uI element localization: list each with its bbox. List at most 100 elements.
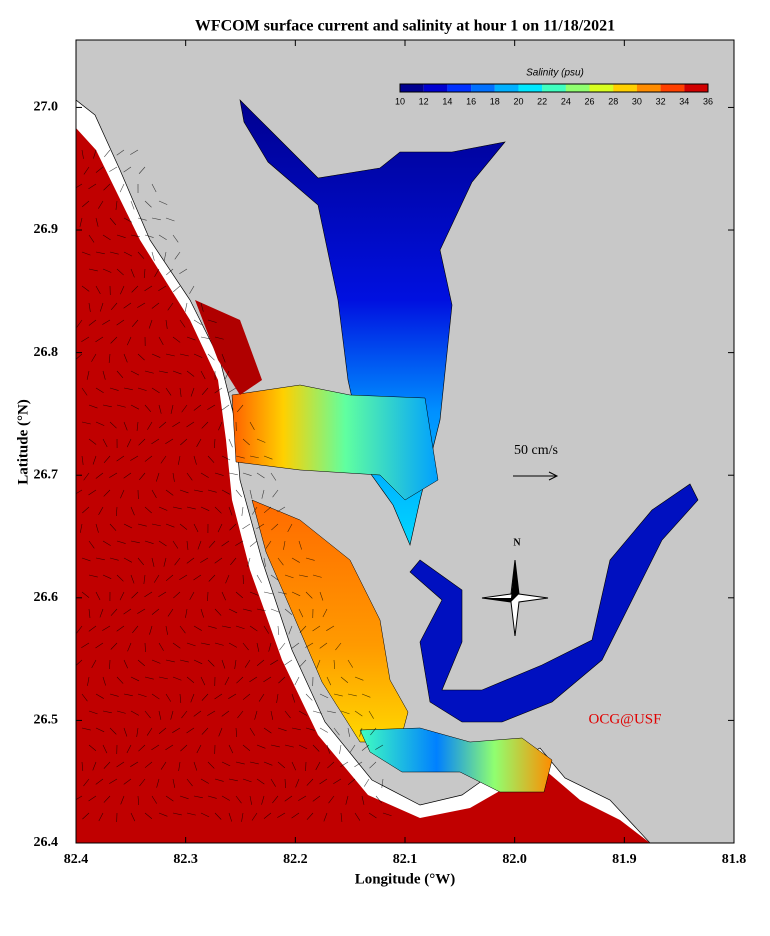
current-vector [237,710,244,719]
current-vector [368,710,374,719]
current-vector [256,574,262,583]
current-vector [312,795,321,802]
colorbar-segment [471,84,495,92]
current-vector [170,404,174,414]
current-vector [88,540,95,549]
current-vector [95,557,105,561]
current-vector [270,574,279,581]
current-vector [102,574,112,579]
current-vector [95,421,105,426]
current-vector [284,710,291,719]
current-vector [200,557,209,563]
current-vector [339,744,342,754]
current-vector [116,710,126,714]
current-vector [86,370,90,380]
current-vector [116,149,125,156]
colorbar-title: Salinity (psu) [526,68,584,79]
current-vector [200,676,206,686]
current-vector [93,149,97,159]
x-tick-label: 81.8 [722,852,747,867]
current-vector [165,659,175,663]
current-vector [172,778,176,788]
current-vector [328,795,335,804]
current-vector [277,727,287,732]
current-vector [88,234,95,243]
current-vector [323,812,328,822]
current-vector [200,812,210,818]
current-vector [109,693,119,697]
current-vector [284,659,293,666]
current-vector [361,744,370,751]
current-vector [208,540,216,548]
current-vector [291,761,297,771]
current-vector [144,455,153,462]
current-vector [221,625,231,629]
current-vector [249,489,253,499]
current-vector [375,744,384,750]
current-vector [109,251,119,255]
current-vector [81,693,88,702]
current-vector [277,557,284,566]
current-vector [200,370,206,380]
current-vector [158,727,167,734]
current-vector [110,302,118,311]
current-vector [82,812,90,820]
current-vector [109,727,117,735]
x-tick-label: 82.0 [502,852,527,867]
current-vector [242,744,251,752]
current-vector [263,625,270,634]
current-vector [81,591,90,598]
current-vector [120,285,125,295]
current-vector [261,489,265,499]
current-vector [298,608,304,618]
current-vector [79,523,83,533]
current-vector [158,506,168,511]
colorbar-tick-label: 26 [585,96,595,106]
current-vector [144,200,152,208]
current-vector [333,778,342,784]
current-vector [251,812,258,821]
current-vector [299,625,307,633]
current-vector [305,557,315,561]
current-vector [340,761,349,768]
current-vector [158,234,167,240]
current-vector [158,710,162,720]
map-title: WFCOM surface current and salinity at ho… [195,18,615,35]
current-vector [244,659,251,668]
current-vector [347,778,356,786]
current-vector [347,659,353,668]
current-vector [249,727,255,736]
y-tick-label: 26.5 [34,713,59,728]
current-vector [214,812,222,820]
current-vector [137,795,140,805]
current-vector [249,676,258,683]
current-vector [88,319,97,326]
current-vector [131,319,139,328]
current-vector [235,625,245,630]
y-tick-label: 26.4 [34,835,59,850]
current-vector [81,251,91,256]
current-vector [98,812,104,822]
current-vector [193,489,203,493]
current-vector [92,455,97,465]
current-vector [95,336,104,343]
current-vector [76,183,83,189]
x-tick-label: 82.2 [283,852,308,867]
current-vector [95,472,104,479]
current-vector [184,302,188,312]
current-vector [305,693,313,701]
current-vector [136,421,139,431]
current-vector [137,523,147,527]
current-vector [186,676,195,683]
current-vector [119,183,125,193]
current-vector [207,319,217,323]
current-vector [102,744,108,754]
current-vector [221,540,230,547]
current-vector [236,404,244,413]
colorbar-segment [494,84,519,92]
current-vector [83,166,90,175]
colorbar-tick-label: 12 [419,96,429,106]
current-vector [228,608,238,614]
current-vector [349,744,356,753]
current-vector [165,438,174,445]
